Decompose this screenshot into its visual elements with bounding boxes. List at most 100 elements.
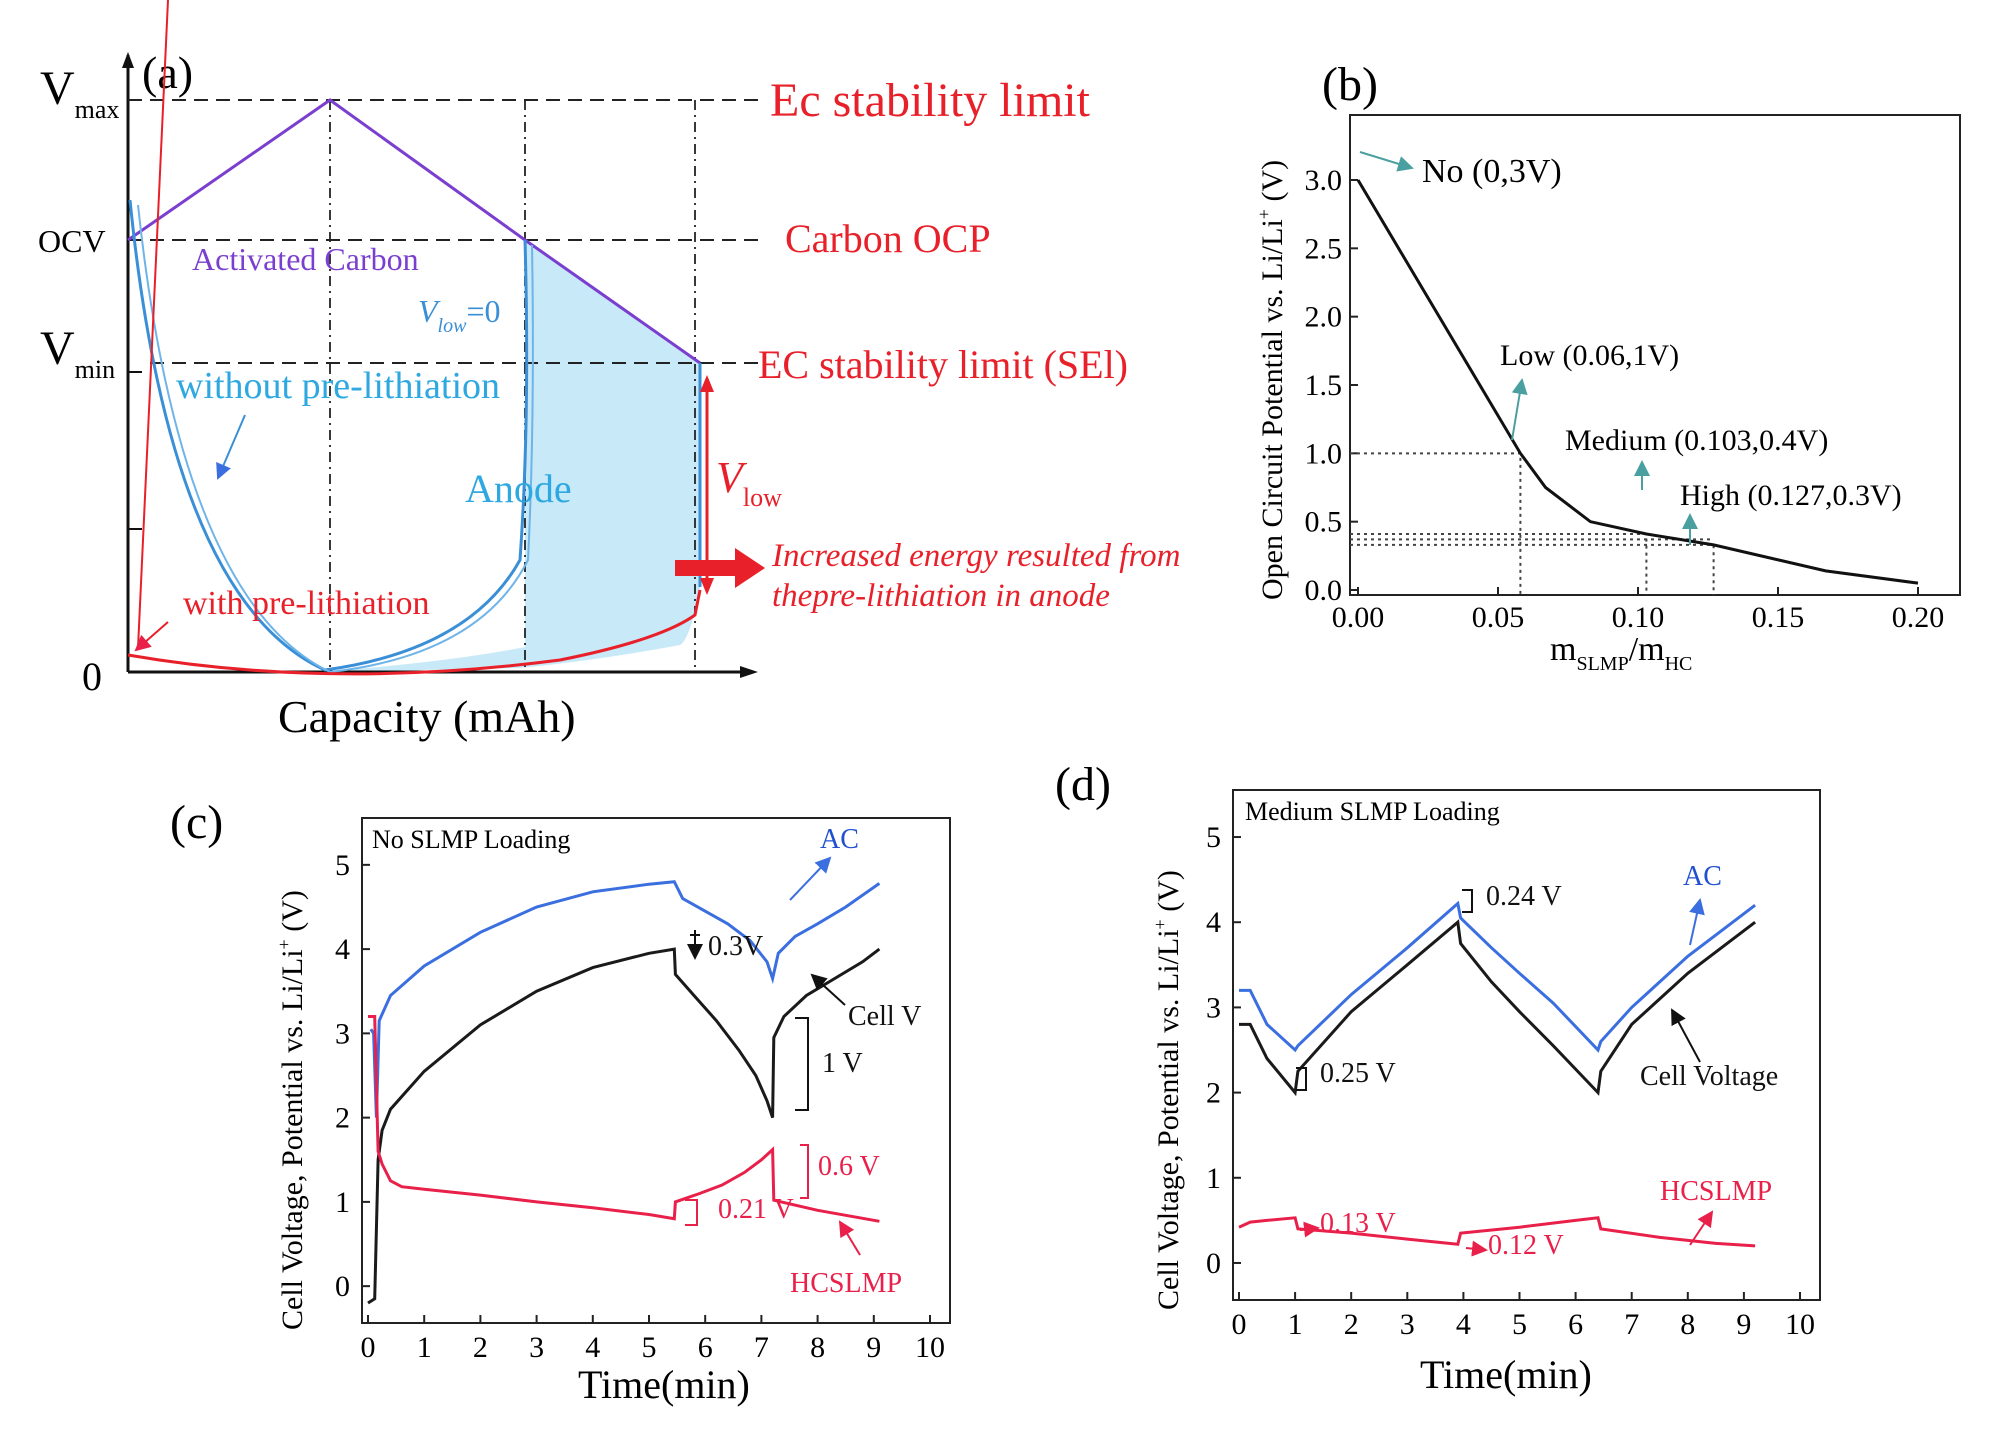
- c-annotation-bracket: [800, 1144, 809, 1199]
- c-x-tick-label: 10: [915, 1331, 945, 1364]
- d-annotation-arrow: [1671, 1008, 1701, 1063]
- c-annotation-bracket: [795, 1017, 809, 1111]
- b-y-tick-label: 2.0: [1305, 301, 1343, 334]
- d-series-ac: [1239, 900, 1757, 1053]
- anode-label: Anode: [465, 466, 572, 511]
- d-x-tick-label: 3: [1400, 1308, 1415, 1341]
- b-y-tick-label: 0.5: [1305, 506, 1343, 539]
- d-annotation-label: Cell Voltage: [1640, 1061, 1778, 1092]
- d-annotation-label: 0.13 V: [1320, 1208, 1396, 1239]
- a-y-axis-arrow: [122, 52, 134, 68]
- b-guide-line: [1350, 532, 1648, 595]
- b-ocp-line: [1356, 179, 1919, 585]
- d-y-tick-label: 3: [1206, 991, 1221, 1024]
- b-y-tick-label: 3.0: [1305, 164, 1343, 197]
- c-y-tick-label: 2: [335, 1102, 350, 1135]
- d-subtitle: Medium SLMP Loading: [1245, 797, 1500, 826]
- b-annotation-arrow: [1511, 378, 1528, 441]
- without-arrow: [216, 414, 246, 480]
- c-subtitle: No SLMP Loading: [372, 825, 570, 854]
- panel-b-letter: (b): [1322, 58, 1378, 111]
- d-x-tick-label: 10: [1785, 1308, 1815, 1341]
- d-plot-frame: [1232, 789, 1821, 1301]
- panel-d-letter: (d): [1055, 758, 1111, 811]
- panel-b: (b) 0.00 0.05 0.10 0.15 0.20 0.0 0.5 1.0 1.5 2.0 2…: [1254, 58, 1961, 675]
- c-x-tick-label: 8: [810, 1331, 825, 1364]
- b-annotation-label: High (0.127,0.3V): [1680, 479, 1902, 512]
- panel-a-letter: (a): [142, 47, 193, 98]
- b-y-axis-title: Open Circuit Potential vs. Li/Li+ (V): [1254, 160, 1289, 600]
- d-annotation-arrow: [1689, 898, 1705, 946]
- d-annotation-bracket: [1462, 889, 1473, 913]
- d-annotation-arrow: [1299, 1221, 1320, 1238]
- c-x-tick-label: 0: [361, 1331, 376, 1364]
- b-y-tick-label: 1.0: [1305, 437, 1343, 470]
- d-annotation-bracket: [1296, 1067, 1307, 1091]
- ec-stability-limit-label: Ec stability limit: [770, 74, 1091, 127]
- d-y-tick-label: 2: [1206, 1077, 1221, 1110]
- c-x-axis-title: Time(min): [578, 1362, 750, 1407]
- d-annotation-label: 0.12 V: [1488, 1230, 1564, 1261]
- d-annotation-arrow: [1689, 1210, 1714, 1246]
- c-plot-frame: [361, 817, 951, 1324]
- with-prelithiation-line: [127, 589, 702, 676]
- b-x-tick-label: 0.05: [1472, 601, 1525, 634]
- increased-energy-label-2: thepre-lithiation in anode: [772, 578, 1110, 614]
- d-x-tick-label: 9: [1736, 1308, 1751, 1341]
- c-x-tick-label: 3: [529, 1331, 544, 1364]
- d-y-axis-title: Cell Voltage, Potential vs. Li/Li+ (V): [1150, 870, 1185, 1310]
- c-x-tick-label: 1: [417, 1331, 432, 1364]
- c-y-tick-label: 1: [335, 1186, 350, 1219]
- c-annotation-label: HCSLMP: [790, 1268, 902, 1299]
- anode-without-prelithiation-2: [137, 204, 534, 674]
- b-y-tick-label: 0.0: [1305, 574, 1343, 607]
- b-annotation-label: Low (0.06,1V): [1500, 339, 1679, 372]
- b-guide-line: [1350, 452, 1522, 595]
- without-prelithiation-label: without pre-lithiation: [176, 365, 500, 407]
- d-x-tick-label: 0: [1232, 1308, 1247, 1341]
- a-x-axis-title: Capacity (mAh): [278, 691, 576, 742]
- d-y-tick-label: 5: [1206, 821, 1221, 854]
- c-annotation-label: AC: [820, 824, 859, 855]
- a-x-axis-arrow: [740, 666, 758, 678]
- c-x-tick-label: 2: [473, 1331, 488, 1364]
- panel-c-letter: (c): [170, 796, 223, 849]
- d-annotation-arrow: [1465, 1240, 1488, 1257]
- b-annotation-label: No (0,3V): [1422, 153, 1562, 190]
- b-x-tick-label: 0.20: [1892, 601, 1945, 634]
- c-y-axis-title: Cell Voltage, Potential vs. Li/Li+ (V): [274, 890, 309, 1330]
- d-x-tick-label: 4: [1456, 1308, 1471, 1341]
- d-x-tick-label: 5: [1512, 1308, 1527, 1341]
- d-x-tick-label: 2: [1344, 1308, 1359, 1341]
- d-x-tick-label: 6: [1568, 1308, 1583, 1341]
- c-annotation-bracket: [685, 1199, 698, 1226]
- b-y-tick-label: 2.5: [1305, 232, 1343, 265]
- c-annotation-label: 0.21 V: [718, 1194, 794, 1225]
- c-annotation-arrow: [810, 973, 846, 1006]
- c-series-ac: [369, 880, 881, 1118]
- c-x-tick-label: 4: [585, 1331, 600, 1364]
- d-series-hcslmp: [1238, 1216, 1756, 1248]
- zero-label: 0: [82, 654, 102, 699]
- increased-energy-label-1: Increased energy resulted from: [771, 538, 1180, 574]
- c-series-cell-v: [367, 947, 881, 1305]
- d-y-tick-label: 4: [1206, 906, 1221, 939]
- with-arrow: [137, 0, 169, 649]
- d-y-tick-label: 1: [1206, 1162, 1221, 1195]
- c-y-tick-label: 5: [335, 849, 350, 882]
- b-annotation-label: Medium (0.103,0.4V): [1565, 424, 1828, 457]
- d-x-tick-label: 7: [1624, 1308, 1639, 1341]
- b-x-tick-label: 0.10: [1612, 601, 1665, 634]
- c-x-tick-label: 5: [642, 1331, 657, 1364]
- ec-sei-label: EC stability limit (SEl): [758, 342, 1128, 387]
- b-annotation-arrow: [1359, 151, 1414, 172]
- activated-carbon-label: Activated Carbon: [192, 241, 419, 277]
- c-x-tick-label: 9: [866, 1331, 881, 1364]
- c-series-hcslmp: [368, 1015, 880, 1223]
- anode-without-prelithiation: [128, 199, 529, 672]
- c-annotation-arrow: [789, 856, 832, 901]
- c-annotation-label: 0.6 V: [818, 1151, 880, 1182]
- vlow-zero-label: Vlow=0: [418, 293, 501, 337]
- b-y-tick-label: 1.5: [1305, 369, 1343, 402]
